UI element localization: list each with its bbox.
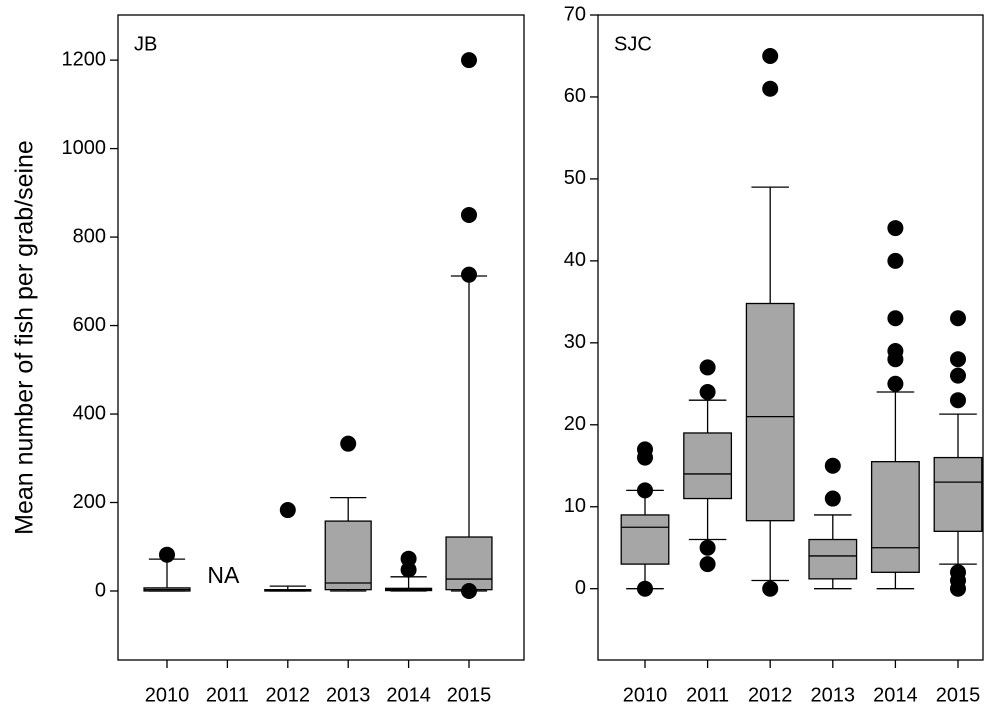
outlier bbox=[699, 359, 716, 376]
x-tick-label: 2013 bbox=[326, 684, 371, 706]
outlier bbox=[950, 564, 966, 581]
y-tick-label: 60 bbox=[564, 85, 586, 107]
outlier bbox=[340, 435, 357, 452]
y-tick-label: 0 bbox=[575, 577, 586, 599]
outlier bbox=[637, 580, 653, 597]
outlier bbox=[461, 206, 477, 223]
outlier bbox=[637, 482, 653, 499]
x-tick-label: 2010 bbox=[145, 684, 190, 706]
y-tick-label: 400 bbox=[73, 402, 106, 424]
outlier bbox=[950, 367, 966, 384]
annotation: NA bbox=[207, 562, 240, 588]
outlier bbox=[950, 351, 966, 368]
y-tick-label: 1000 bbox=[62, 137, 107, 159]
box bbox=[683, 432, 733, 500]
outlier bbox=[699, 539, 716, 556]
plot-frame bbox=[597, 14, 984, 661]
y-tick-label: 40 bbox=[564, 249, 586, 271]
outlier bbox=[461, 582, 477, 599]
box bbox=[933, 456, 983, 532]
outlier bbox=[461, 52, 477, 69]
outlier bbox=[279, 502, 296, 519]
box bbox=[445, 536, 493, 591]
panel-label: SJC bbox=[614, 33, 652, 55]
outlier bbox=[887, 252, 904, 269]
outlier bbox=[950, 392, 966, 409]
y-tick-label: 10 bbox=[564, 495, 586, 517]
outlier bbox=[887, 220, 904, 237]
box bbox=[870, 461, 920, 573]
x-tick-label: 2014 bbox=[386, 684, 431, 706]
outlier bbox=[461, 266, 477, 283]
outlier bbox=[699, 556, 716, 573]
outlier bbox=[762, 47, 779, 64]
plot-frame bbox=[117, 14, 525, 661]
box bbox=[745, 302, 795, 522]
x-tick-label: 2011 bbox=[206, 684, 249, 706]
outlier bbox=[887, 343, 904, 360]
y-axis-label: Mean number of fish per grab/seine bbox=[11, 140, 39, 535]
outlier bbox=[159, 546, 175, 563]
outlier bbox=[824, 457, 841, 474]
outlier bbox=[950, 310, 966, 327]
box bbox=[324, 520, 372, 591]
y-tick-label: 200 bbox=[73, 491, 106, 513]
outlier bbox=[400, 561, 417, 578]
y-tick-label: 1200 bbox=[62, 48, 107, 70]
y-tick-label: 600 bbox=[73, 314, 106, 336]
outlier bbox=[824, 490, 841, 507]
outlier bbox=[637, 441, 653, 458]
y-tick-label: 70 bbox=[564, 3, 586, 25]
x-tick-label: 2012 bbox=[266, 684, 311, 706]
box bbox=[808, 538, 858, 580]
y-tick-label: 20 bbox=[564, 413, 586, 435]
x-tick-label: 2013 bbox=[811, 684, 856, 706]
outlier bbox=[699, 384, 716, 401]
y-tick-label: 50 bbox=[564, 167, 586, 189]
panel-label: JB bbox=[134, 33, 157, 55]
outlier bbox=[887, 375, 904, 392]
outlier bbox=[400, 550, 417, 567]
outlier bbox=[887, 310, 904, 327]
x-tick-label: 2015 bbox=[447, 684, 492, 706]
y-tick-label: 30 bbox=[564, 331, 586, 353]
x-tick-label: 2010 bbox=[623, 684, 668, 706]
x-tick-label: 2015 bbox=[936, 684, 981, 706]
outlier bbox=[762, 80, 779, 97]
outlier bbox=[762, 580, 779, 597]
x-tick-label: 2012 bbox=[748, 684, 793, 706]
x-tick-label: 2011 bbox=[686, 684, 729, 706]
y-tick-label: 800 bbox=[73, 225, 106, 247]
box bbox=[620, 514, 670, 565]
x-tick-label: 2014 bbox=[873, 684, 918, 706]
y-tick-label: 0 bbox=[95, 579, 106, 601]
